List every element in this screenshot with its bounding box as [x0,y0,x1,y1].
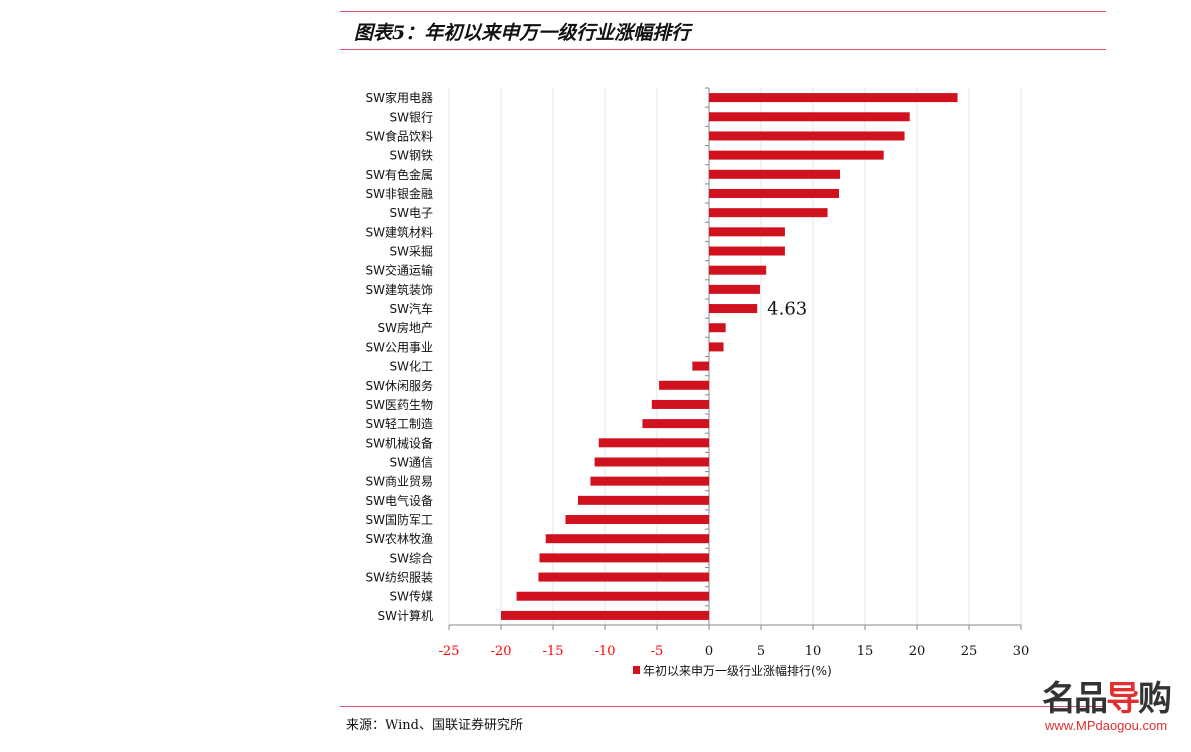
bar [598,438,709,448]
bar [709,246,785,256]
bar [516,591,709,601]
bar [577,495,709,505]
watermark-logo: 名品导购 www.MPdaogou.com [1040,680,1172,733]
category-label: SW综合 [390,550,433,565]
x-tick-label: -20 [491,644,512,659]
x-tick-label: -15 [543,644,564,659]
category-label: SW公用事业 [366,340,433,354]
category-label: SW房地产 [378,320,433,335]
title-top-rule [340,11,1106,12]
x-tick-label: -10 [595,644,616,659]
legend-label: 年初以来申万一级行业涨幅排行(%) [643,663,832,678]
bar [539,553,709,563]
category-label: SW家用电器 [366,90,433,105]
footer-rule [340,706,1106,707]
category-label: SW化工 [390,360,433,374]
page-title: 图表5：年初以来申万一级行业涨幅排行 [354,22,691,44]
bar [709,131,905,141]
bar [709,93,958,103]
category-label: SW计算机 [378,608,433,623]
bar [501,610,709,620]
legend-swatch [633,666,640,674]
source-note: 来源：Wind、国联证券研究所 [346,718,523,733]
bar [709,208,828,218]
data-label: 4.63 [767,299,807,320]
bar [594,457,709,467]
category-label: SW交通运输 [366,263,433,278]
category-label: SW银行 [390,110,433,124]
watermark-url: www.MPdaogou.com [1044,718,1168,733]
category-label: SW建筑材料 [366,224,433,239]
category-label: SW纺织服装 [366,571,433,585]
bar [709,227,785,237]
bar [565,515,709,525]
category-label: SW医药生物 [366,398,433,412]
category-label: SW农林牧渔 [366,532,433,546]
bar [709,150,884,160]
x-tick-label: 10 [805,644,822,659]
bar [659,380,709,390]
category-label: SW食品饮料 [366,128,433,143]
category-label: SW休闲服务 [366,378,433,393]
category-label: SW非银金融 [366,186,433,201]
bar [651,399,709,409]
category-label: SW采掘 [390,244,433,259]
category-label: SW国防军工 [366,512,433,527]
category-label: SW汽车 [390,301,433,316]
x-tick-label: 5 [757,644,765,659]
category-label: SW传媒 [390,589,433,604]
bar [538,572,709,582]
x-tick-label: 30 [1013,644,1030,659]
bar [709,188,839,198]
x-tick-label: -25 [439,644,460,659]
x-tick-label: 15 [857,644,874,659]
bar [642,419,709,429]
x-tick-label: 25 [961,644,978,659]
bar [709,304,758,314]
bar [709,323,726,333]
watermark-logo-text: 名品导购 [1042,679,1172,719]
category-label: SW机械设备 [366,435,433,450]
category-label: SW建筑装饰 [366,282,433,297]
bar [709,342,724,352]
category-label: SW通信 [390,455,433,469]
x-tick-label: -5 [651,644,664,659]
bar [590,476,709,486]
title-bottom-rule [340,49,1106,50]
bar [709,169,841,179]
bar [709,284,760,294]
bar [709,112,910,122]
bar [709,265,767,275]
category-label: SW商业贸易 [366,474,433,489]
x-tick-label: 0 [705,644,713,659]
x-tick-label: 20 [909,644,926,659]
bar [545,534,709,544]
category-label: SW轻工制造 [366,417,433,431]
category-label: SW电气设备 [366,493,433,508]
bar [692,361,709,371]
category-label: SW钢铁 [390,149,433,163]
category-label: SW有色金属 [366,167,433,182]
category-label: SW电子 [390,206,433,220]
